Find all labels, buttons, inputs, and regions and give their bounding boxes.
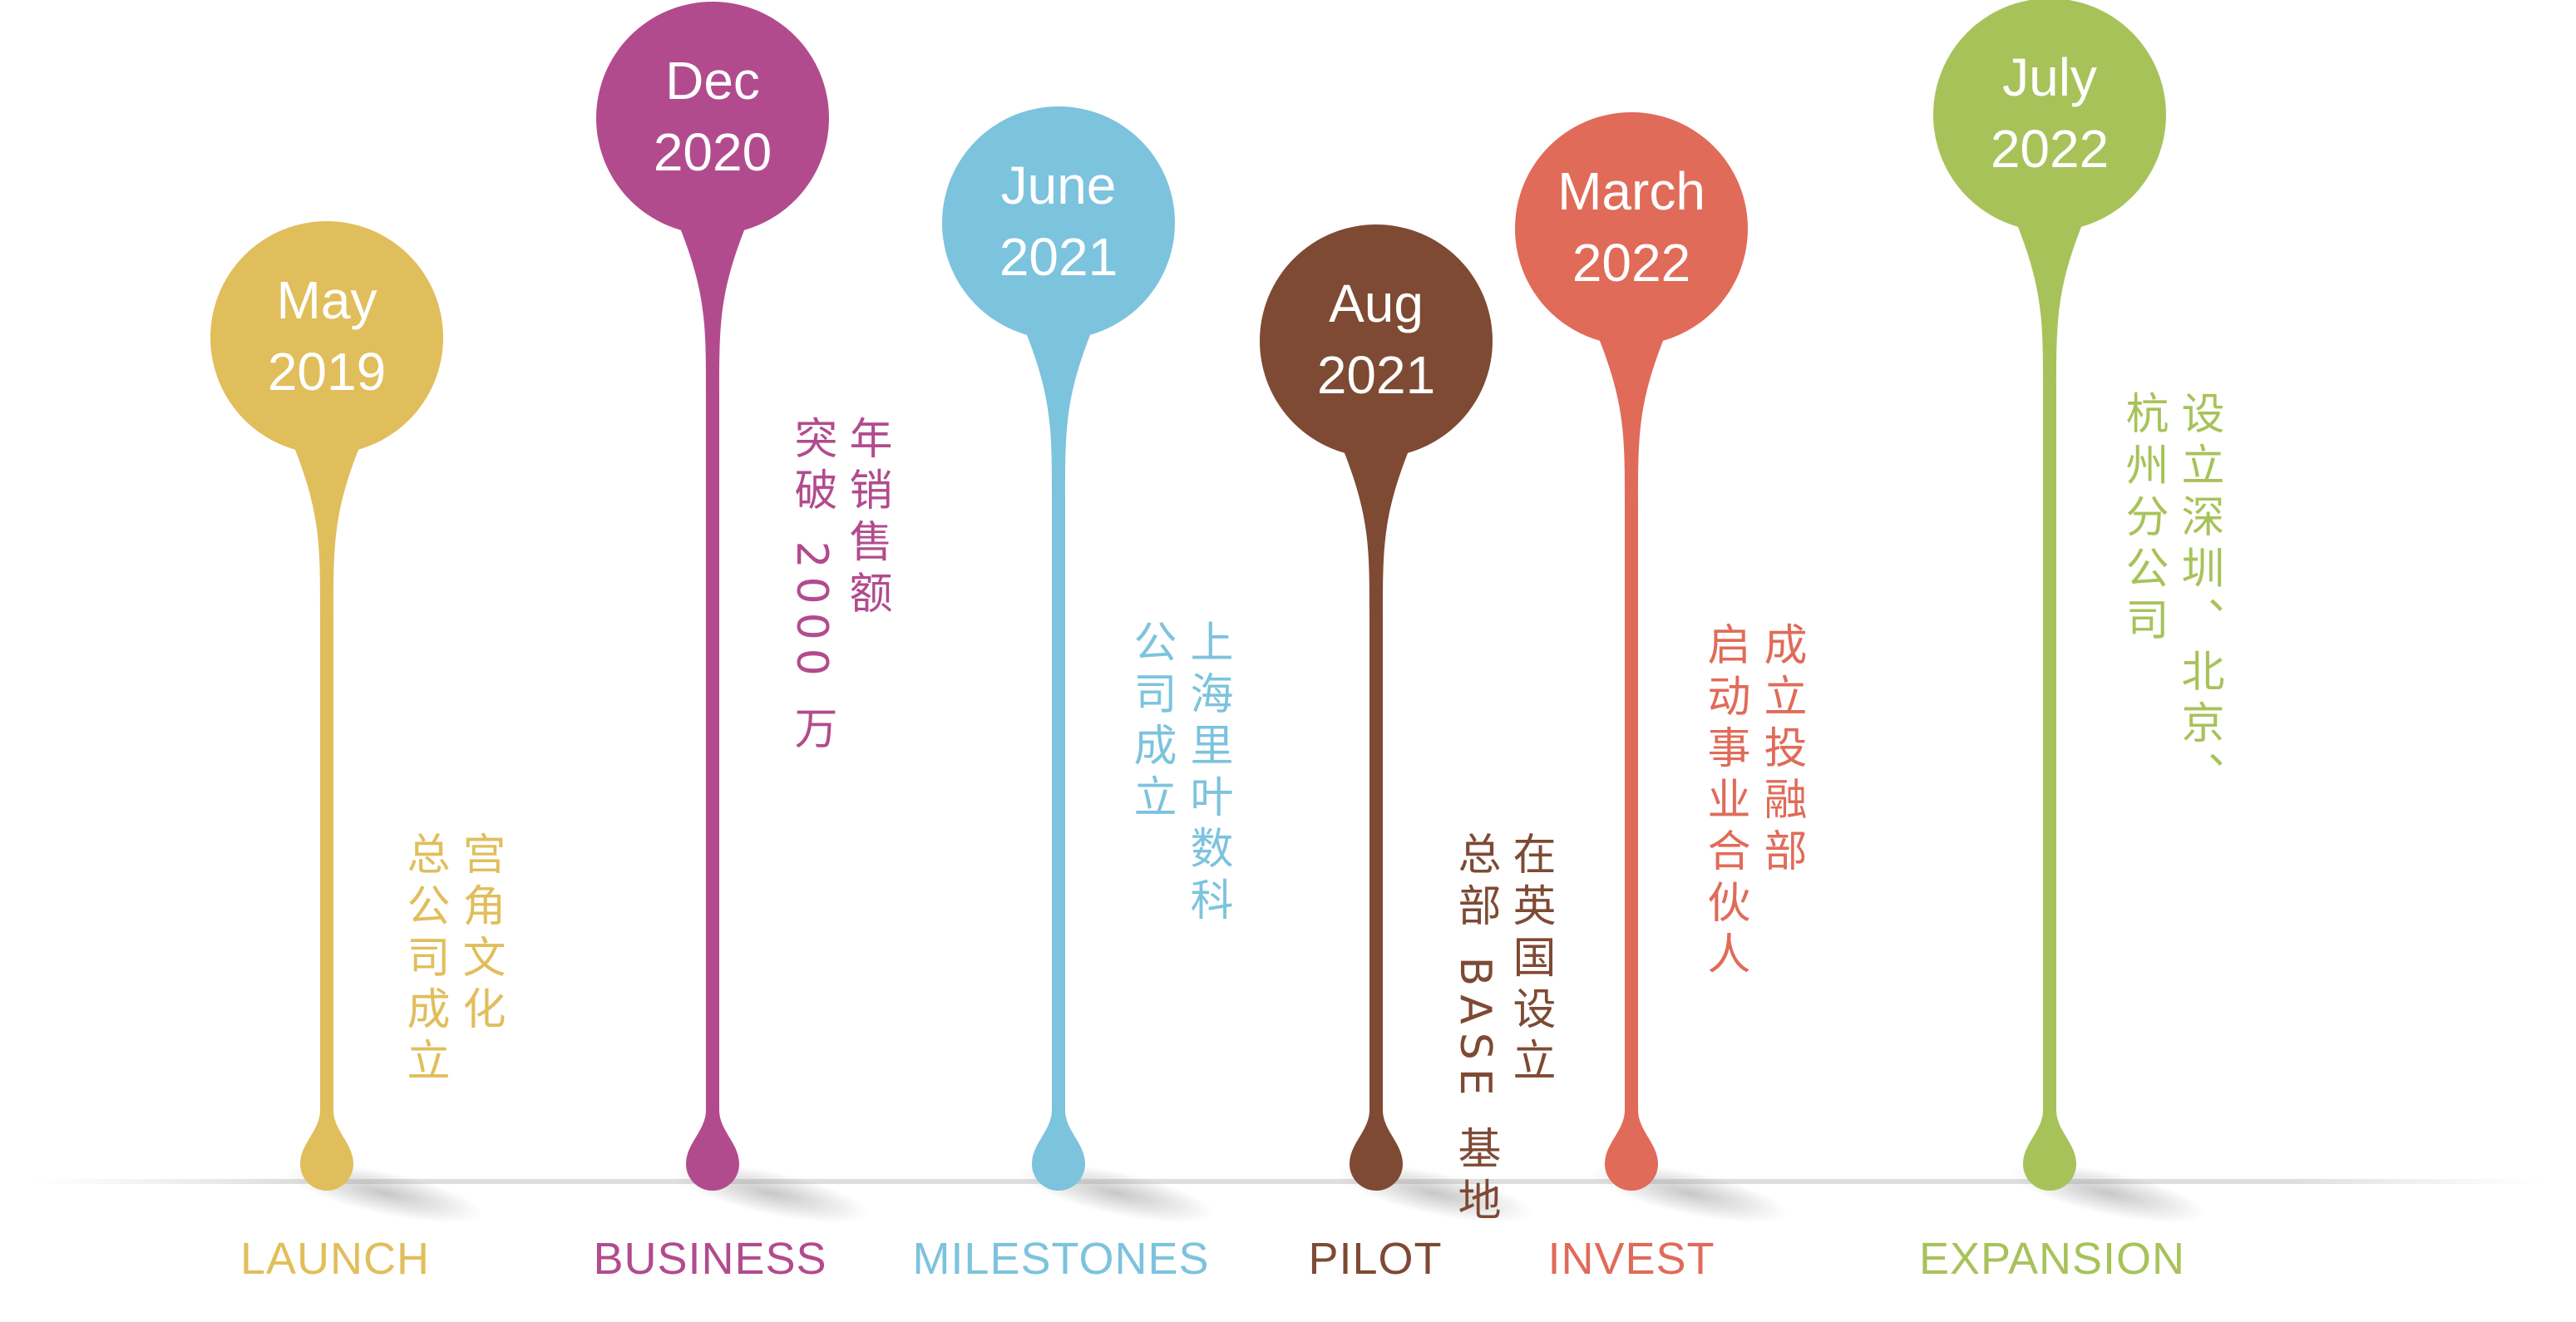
event-category-1: BUSINESS xyxy=(593,1234,827,1284)
event-description-0-1: 总公司成立 xyxy=(399,831,449,1089)
pin-stem-4 xyxy=(1598,337,1665,1191)
event-year-2: 2021 xyxy=(999,227,1118,287)
event-year-0: 2019 xyxy=(267,342,387,402)
event-description-5-0: 设立深圳、北京、 xyxy=(2174,391,2223,803)
event-year-5: 2022 xyxy=(1990,119,2110,179)
event-month-2: June xyxy=(1000,155,1117,215)
event-description-1-0: 年销售额 xyxy=(841,416,891,622)
event-description-4-1: 启动事业合伙人 xyxy=(1700,622,1749,983)
event-year-3: 2021 xyxy=(1316,345,1436,405)
event-category-0: LAUNCH xyxy=(239,1234,431,1284)
event-year-4: 2022 xyxy=(1572,233,1691,293)
event-description-5-1: 杭州分公司 xyxy=(2118,391,2168,649)
event-category-3: PILOT xyxy=(1308,1234,1443,1284)
pin-stem-2 xyxy=(1025,331,1092,1191)
event-month-3: Aug xyxy=(1329,274,1424,333)
event-description-4-0: 成立投融部 xyxy=(1756,622,1806,880)
event-description-2-0: 上海里叶数科 xyxy=(1182,619,1232,929)
pin-shadow-5 xyxy=(2010,1163,2206,1223)
pin-stem-5 xyxy=(2016,223,2083,1191)
pin-shadow-4 xyxy=(1591,1163,1788,1223)
pin-stem-0 xyxy=(294,446,360,1191)
timeline-baseline xyxy=(33,1179,2544,1184)
event-month-5: July xyxy=(2002,47,2097,107)
event-month-0: May xyxy=(276,270,378,330)
pin-stem-3 xyxy=(1343,449,1409,1191)
event-category-5: EXPANSION xyxy=(1918,1234,2186,1284)
event-date-2: June 2021 xyxy=(942,150,1175,293)
event-date-5: July 2022 xyxy=(1933,42,2166,185)
event-month-1: Dec xyxy=(665,51,760,111)
event-month-4: March xyxy=(1557,161,1705,221)
event-date-4: March 2022 xyxy=(1515,155,1748,298)
event-category-2: MILESTONES xyxy=(912,1234,1210,1284)
event-category-4: INVEST xyxy=(1547,1234,1715,1284)
event-description-0-0: 宫角文化 xyxy=(455,831,505,1038)
pin-shadow-0 xyxy=(287,1163,483,1223)
event-description-2-1: 公司成立 xyxy=(1126,619,1176,826)
event-description-3-1: 总部 BASE 基地 xyxy=(1450,831,1500,1230)
pin-stem-1 xyxy=(679,226,746,1191)
event-date-1: Dec 2020 xyxy=(596,45,829,188)
event-date-0: May 2019 xyxy=(210,264,443,407)
pin-shadow-3 xyxy=(1336,1163,1532,1223)
event-year-1: 2020 xyxy=(653,122,772,182)
pin-shadow-2 xyxy=(1019,1163,1215,1223)
event-description-1-1: 突破 2000 万 xyxy=(787,416,836,758)
event-date-3: Aug 2021 xyxy=(1260,268,1493,411)
event-description-3-0: 在英国设立 xyxy=(1505,831,1555,1089)
pin-shadow-1 xyxy=(673,1163,869,1223)
